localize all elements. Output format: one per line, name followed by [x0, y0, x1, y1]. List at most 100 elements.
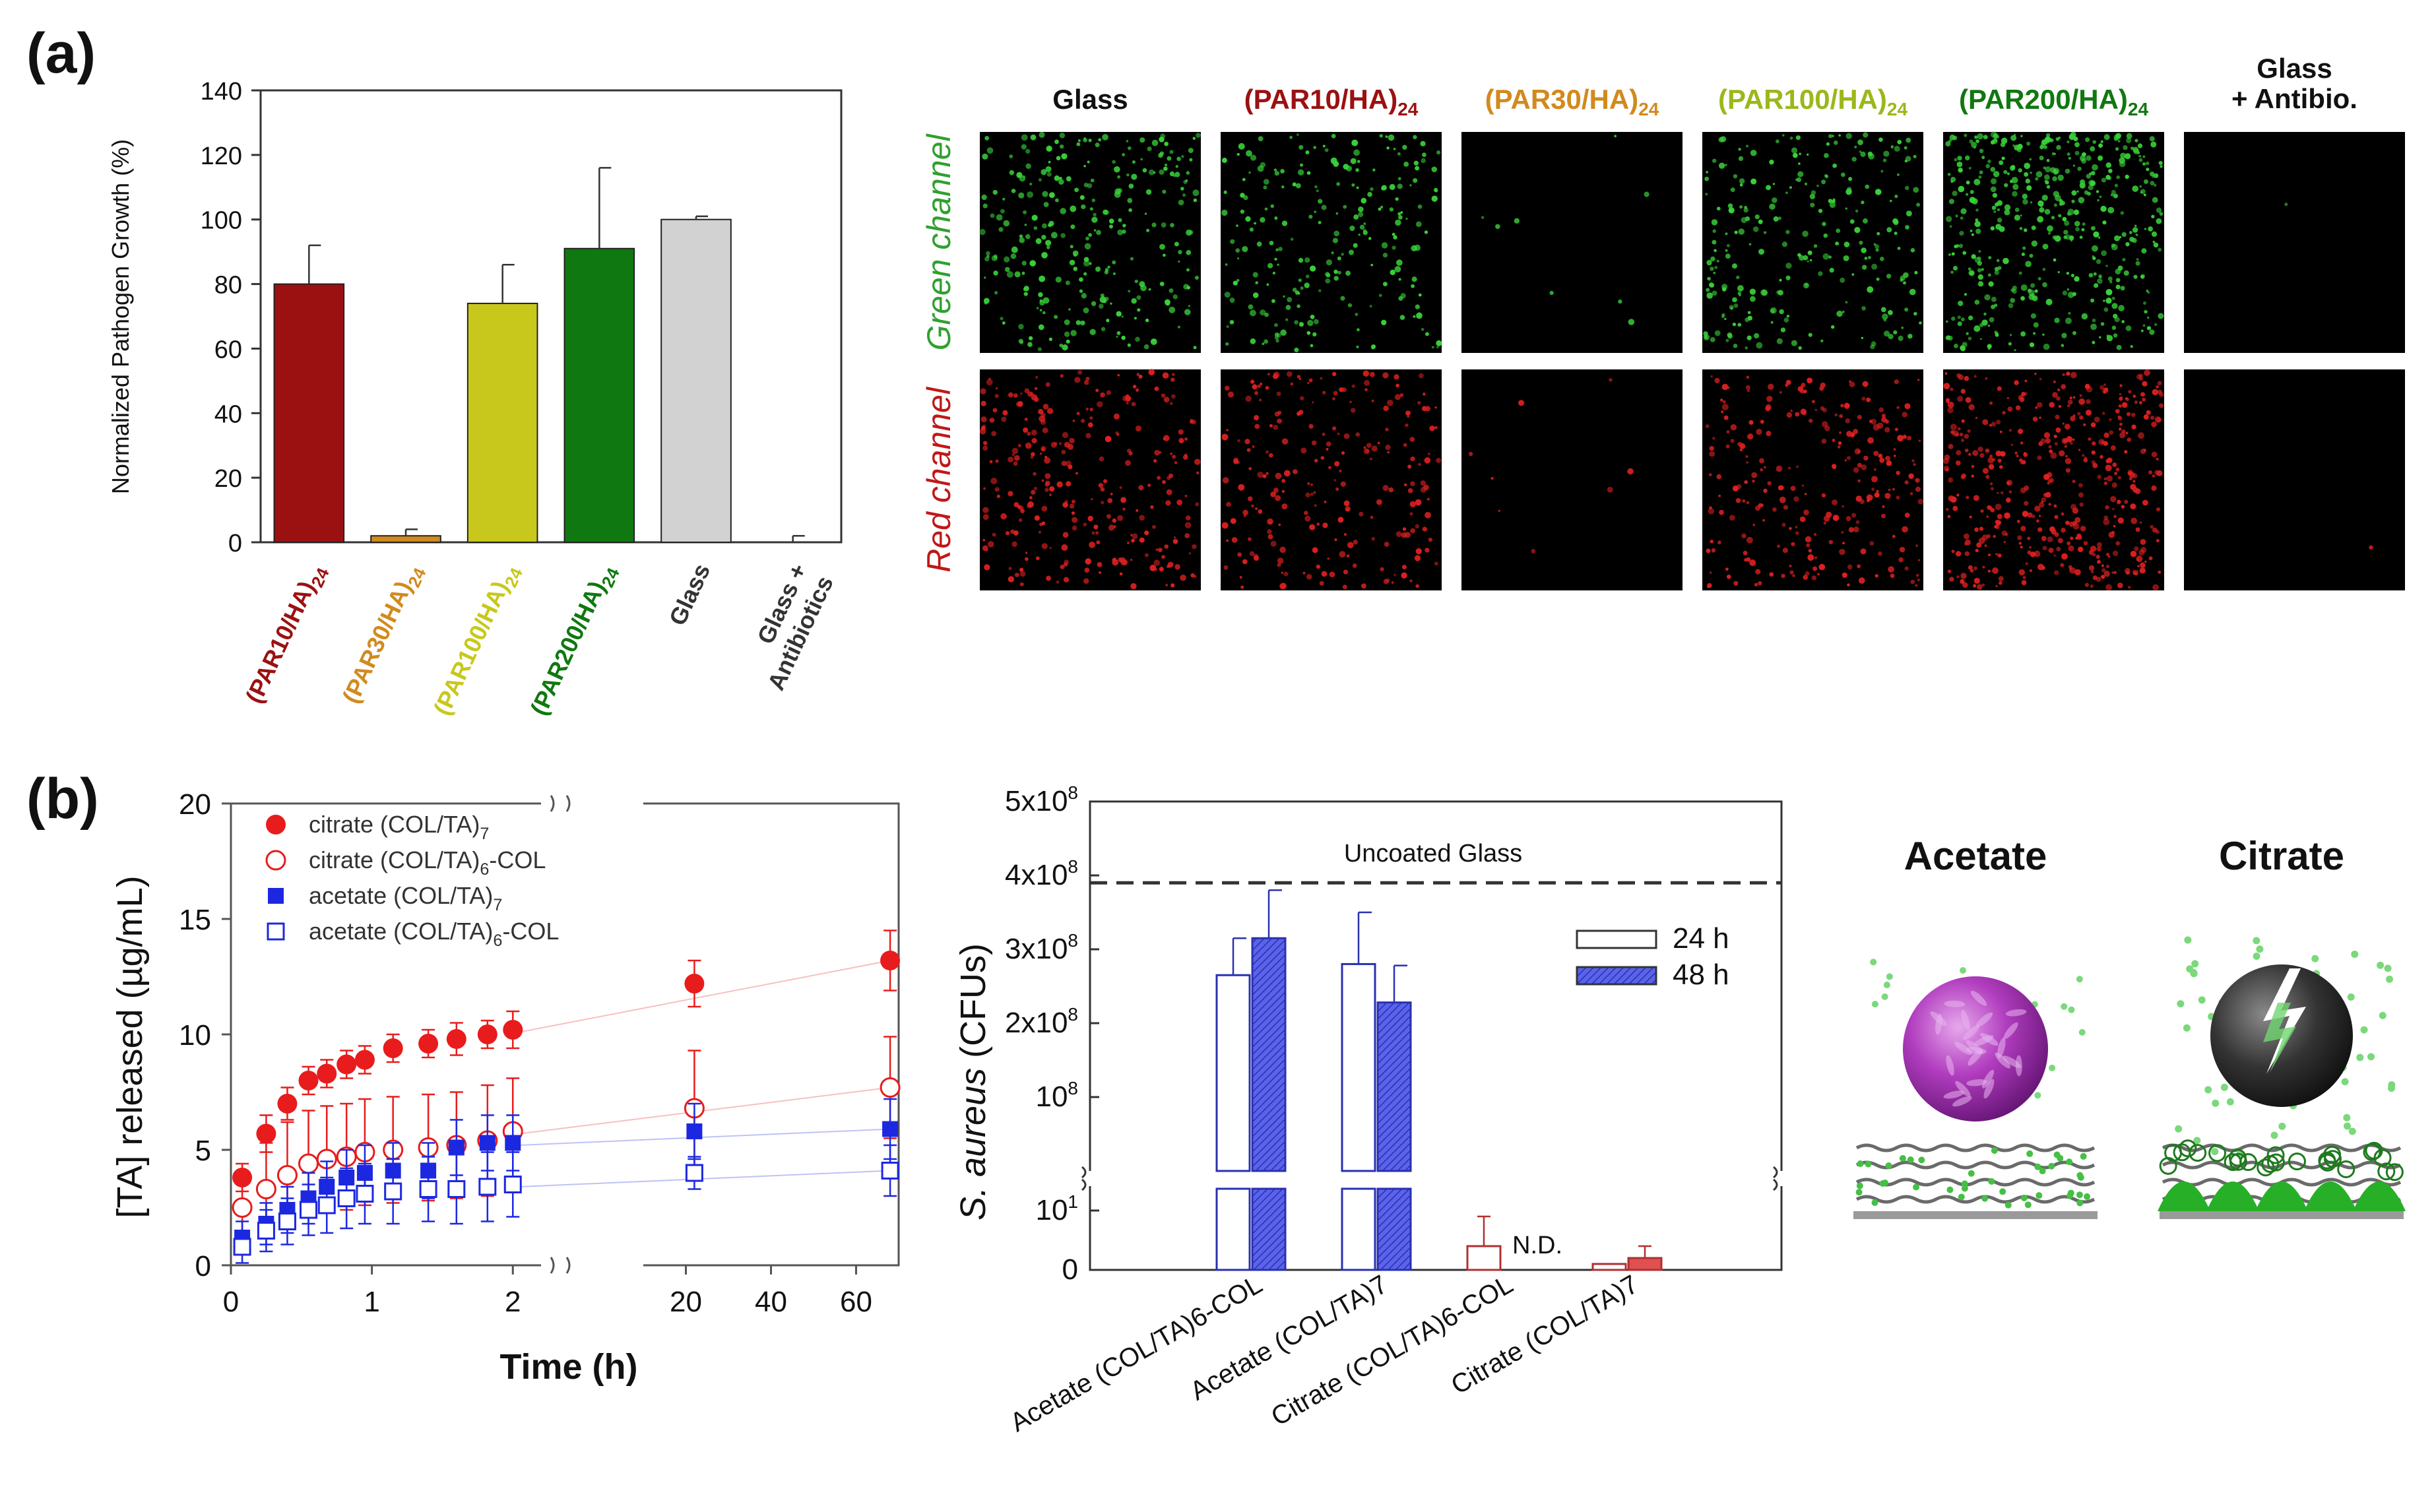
micrograph-cell — [1832, 198, 1836, 201]
micrograph-dots — [1943, 369, 2164, 591]
schematic-bacterium-texture — [1965, 1047, 1987, 1054]
micrograph-cell — [1397, 152, 1401, 156]
chart3-y-tick-base: 4x10 — [1005, 859, 1068, 891]
micrograph-cell — [1059, 133, 1066, 139]
micrograph-cell — [2018, 271, 2022, 275]
micrograph-cell — [1742, 499, 1746, 503]
schematic-complex-ring — [2228, 1149, 2247, 1167]
micrograph-cell — [2073, 136, 2078, 142]
micrograph-cell — [2105, 584, 2112, 591]
micrograph-cell — [1960, 208, 1967, 214]
micrograph-cell — [1828, 199, 1833, 203]
micrograph-cell — [1997, 491, 1999, 495]
micrograph-cell — [2054, 442, 2059, 446]
micrograph-cell — [1840, 172, 1845, 177]
micrograph-cell — [2140, 274, 2144, 279]
micrograph-cell — [1964, 155, 1970, 161]
micrograph-cell — [1000, 317, 1004, 321]
chart2-legend-label-sub: 6 — [480, 860, 489, 879]
micrograph-cell — [2084, 583, 2090, 587]
micrograph-cell — [1304, 282, 1310, 288]
micrograph-cell — [1423, 393, 1426, 396]
schematic-ta-dot — [2204, 1086, 2212, 1094]
micrograph-cell — [2068, 156, 2071, 160]
micrograph-cell — [1122, 507, 1126, 511]
micrograph-cell — [1952, 191, 1958, 197]
micrograph-cell — [2125, 431, 2129, 435]
micro-column-header: (PAR200/HA)24 — [1959, 84, 2149, 119]
micrograph-cell — [1971, 474, 1974, 478]
micrograph-cell — [1730, 439, 1735, 443]
micrograph-cell — [2096, 577, 2101, 583]
micrograph-cell — [1188, 305, 1191, 307]
micrograph-cell — [1193, 575, 1197, 579]
micrograph-cell — [1867, 286, 1874, 293]
micrograph-cell — [1372, 168, 1376, 172]
micrograph-cell — [1112, 559, 1119, 566]
micrograph-cell — [2000, 142, 2006, 148]
micrograph-cell — [1100, 392, 1105, 398]
micrograph-cell — [1801, 383, 1806, 388]
micrograph-cell — [2021, 580, 2027, 585]
micrograph-cell — [1871, 263, 1878, 270]
micrograph-cell — [1737, 291, 1741, 296]
micrograph-cell — [1415, 166, 1420, 171]
micrograph-cell — [2117, 140, 2121, 142]
micrograph-cell — [1859, 150, 1862, 153]
schematic-multilayer — [1855, 1160, 2096, 1170]
micrograph-cell — [1779, 278, 1782, 282]
micrograph-cell — [1902, 526, 1908, 533]
micrograph-cell — [1832, 163, 1837, 168]
micrograph-cell — [2081, 228, 2085, 232]
micrograph-cell — [1973, 375, 1977, 378]
micrograph-cell — [1349, 225, 1355, 232]
micrograph-cell — [1169, 306, 1176, 313]
micrograph-cell — [2047, 536, 2053, 543]
micrograph-cell — [1172, 294, 1178, 299]
micrograph-cell — [1273, 168, 1277, 172]
micrograph-cell — [1087, 422, 1093, 427]
chart1-y-tick-label: 40 — [214, 400, 242, 428]
micrograph-cell — [2045, 298, 2053, 305]
micrograph-cell — [1770, 308, 1775, 313]
micrograph-cell — [2047, 232, 2051, 235]
micrograph-cell — [1790, 486, 1796, 491]
micrograph-cell — [1075, 320, 1081, 325]
micrograph-cell — [1083, 307, 1089, 313]
micrograph-cell — [1982, 565, 1985, 569]
micrograph-cell — [1335, 212, 1339, 215]
micrograph-cell — [1954, 244, 1958, 249]
micrograph-cell — [1763, 488, 1768, 493]
micrograph-cell — [1990, 167, 1996, 172]
micrograph-cell — [1048, 160, 1051, 164]
micrograph-cell — [2090, 584, 2094, 588]
micrograph-cell — [1964, 433, 1970, 439]
micrograph-cell — [2117, 476, 2121, 480]
micrograph-cell — [1836, 310, 1843, 317]
micrograph-cell — [2070, 416, 2076, 422]
schematic-complex-ring — [2373, 1149, 2392, 1167]
micrograph-cell — [1405, 423, 1409, 427]
micrograph-cell — [2009, 165, 2016, 171]
micrograph-cell — [2035, 177, 2039, 181]
micrograph-cell — [1316, 564, 1321, 569]
micrograph-cell — [992, 408, 998, 413]
micrograph-cell — [1956, 493, 1960, 497]
micrograph-cell — [1999, 160, 2004, 166]
micrograph-cell — [1221, 433, 1229, 441]
micrograph-cell — [1990, 226, 1995, 231]
micrograph-cell — [1840, 404, 1844, 408]
micrograph-cell — [1971, 142, 1977, 148]
schematic-ta-dot — [2388, 1081, 2396, 1089]
micrograph-cell — [1846, 456, 1851, 460]
micrograph-cell — [1793, 496, 1799, 502]
micrograph-cell — [2105, 505, 2109, 510]
micrograph-cell — [1897, 435, 1904, 442]
micrograph-cell — [1009, 154, 1013, 159]
schematic-ta-dot — [2076, 1191, 2083, 1199]
micrograph-cell — [1062, 431, 1069, 439]
micrograph-cell — [1861, 201, 1865, 205]
micrograph-cell — [1105, 435, 1112, 443]
micrograph-cell — [1226, 501, 1231, 507]
micrograph-cell — [1808, 549, 1812, 553]
